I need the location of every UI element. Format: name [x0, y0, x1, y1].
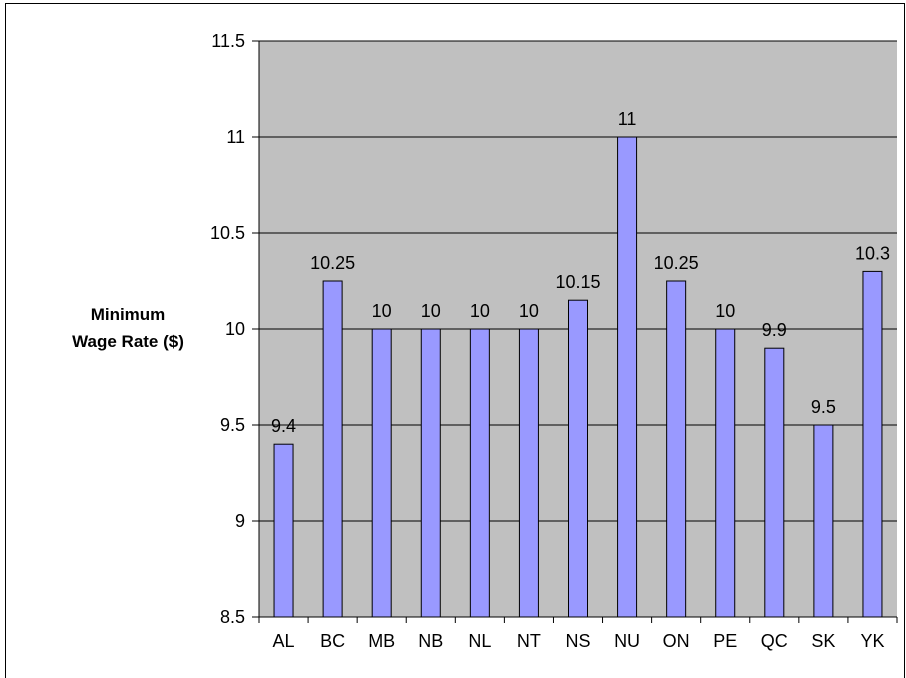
data-label-pe: 10: [715, 301, 735, 321]
bar-nl: [469, 328, 490, 618]
x-tick-label: NB: [418, 631, 443, 651]
x-tick-label: SK: [811, 631, 835, 651]
x-tick-label: QC: [761, 631, 788, 651]
x-tick-label: NT: [517, 631, 541, 651]
x-tick-label: AL: [273, 631, 295, 651]
data-label-al: 9.4: [271, 416, 296, 436]
x-tick-label: YK: [860, 631, 884, 651]
y-tick-label: 9.5: [220, 415, 245, 435]
x-tick-label: NL: [468, 631, 491, 651]
x-tick-label: NS: [565, 631, 590, 651]
x-tick-label: BC: [320, 631, 345, 651]
y-tick-label: 8.5: [220, 607, 245, 627]
data-label-sk: 9.5: [811, 397, 836, 417]
data-label-yk: 10.3: [855, 243, 890, 263]
x-tick-label: MB: [368, 631, 395, 651]
y-tick-label: 11: [226, 127, 245, 147]
bar-pe: [715, 328, 736, 618]
y-tick-label: 10.5: [210, 223, 245, 243]
data-label-nb: 10: [421, 301, 441, 321]
x-tick-label: PE: [713, 631, 737, 651]
y-axis: 8.5 9 9.5 10 10.5 11 11.5: [210, 31, 260, 627]
bar-nt: [518, 328, 539, 618]
bar-on: [666, 280, 687, 618]
data-label-nl: 10: [470, 301, 490, 321]
data-label-bc: 10.25: [310, 253, 355, 273]
y-axis-label-line-1: Minimum: [91, 305, 166, 324]
bars: [273, 136, 883, 618]
bar-bc: [322, 280, 343, 618]
bar-nb: [420, 328, 441, 618]
y-tick-label: 10: [225, 319, 245, 339]
data-label-nt: 10: [519, 301, 539, 321]
chart-frame: [5, 3, 905, 678]
data-label-nu: 11: [618, 109, 637, 129]
bar-ns: [568, 299, 588, 618]
data-label-on: 10.25: [654, 253, 699, 273]
bar-al: [273, 443, 294, 618]
bar-qc: [764, 347, 785, 618]
bar-nu: [617, 136, 638, 618]
y-axis-label-line-2: Wage Rate ($): [72, 332, 184, 351]
data-label-ns: 10.15: [555, 272, 600, 292]
y-tick-label: 11.5: [211, 31, 245, 51]
data-label-qc: 9.9: [762, 320, 787, 340]
data-labels: 9.4 10.25 10 10 10 10 10.15 11 10.25 10 9.9 9.5 10.3: [271, 109, 890, 436]
y-tick-label: 9: [235, 511, 245, 531]
x-tick-label: ON: [663, 631, 690, 651]
x-tick-label: NU: [614, 631, 640, 651]
bar-mb: [371, 328, 392, 618]
bar-sk: [813, 424, 834, 618]
data-label-mb: 10: [372, 301, 392, 321]
x-axis: AL BC MB NB NL NT NS NU ON PE QC SK YK: [258, 616, 898, 651]
bar-yk: [862, 270, 883, 618]
